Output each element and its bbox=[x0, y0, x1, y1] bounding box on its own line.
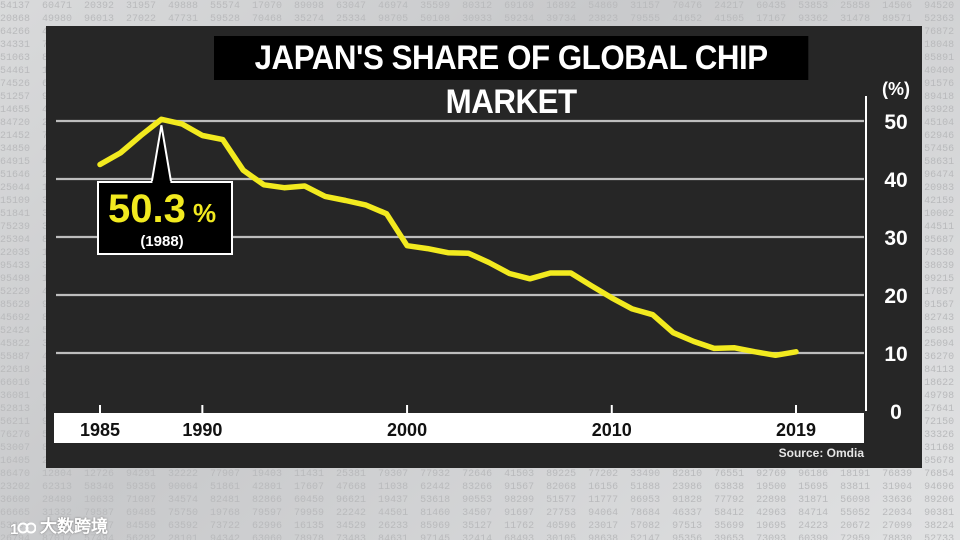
y-tick-label: 10 bbox=[884, 343, 907, 366]
logo-icon: 1 bbox=[10, 521, 36, 537]
y-tick-label: 50 bbox=[884, 111, 907, 134]
y-tick-label: 30 bbox=[884, 227, 907, 250]
callout-year: (1988) bbox=[140, 233, 183, 250]
x-tick-label: 1990 bbox=[182, 420, 222, 440]
callout-unit: % bbox=[193, 198, 216, 228]
x-tick-label: 1985 bbox=[80, 420, 120, 440]
series-line bbox=[97, 116, 799, 359]
source-note: Source: Omdia bbox=[778, 446, 864, 460]
chart-title: JAPAN'S SHARE OF GLOBAL CHIP MARKET bbox=[214, 36, 809, 121]
y-tick-label: 40 bbox=[884, 169, 907, 192]
x-tick-label: 2000 bbox=[387, 420, 427, 440]
callout-value: 50.3 bbox=[108, 187, 186, 231]
x-tick-label: 2010 bbox=[592, 420, 632, 440]
x-axis-band bbox=[54, 413, 864, 443]
svg-text:1: 1 bbox=[10, 521, 18, 537]
watermark: 1 大数跨境 bbox=[10, 512, 108, 537]
watermark-text: 大数跨境 bbox=[40, 517, 108, 536]
x-tick-label: 2019 bbox=[776, 420, 816, 440]
y-tick-label: 0 bbox=[890, 401, 902, 424]
y-tick-label: 20 bbox=[884, 285, 907, 308]
callout-pointer bbox=[150, 125, 173, 185]
y-axis-label: (%) bbox=[882, 79, 910, 99]
callout-joint bbox=[152, 181, 171, 185]
